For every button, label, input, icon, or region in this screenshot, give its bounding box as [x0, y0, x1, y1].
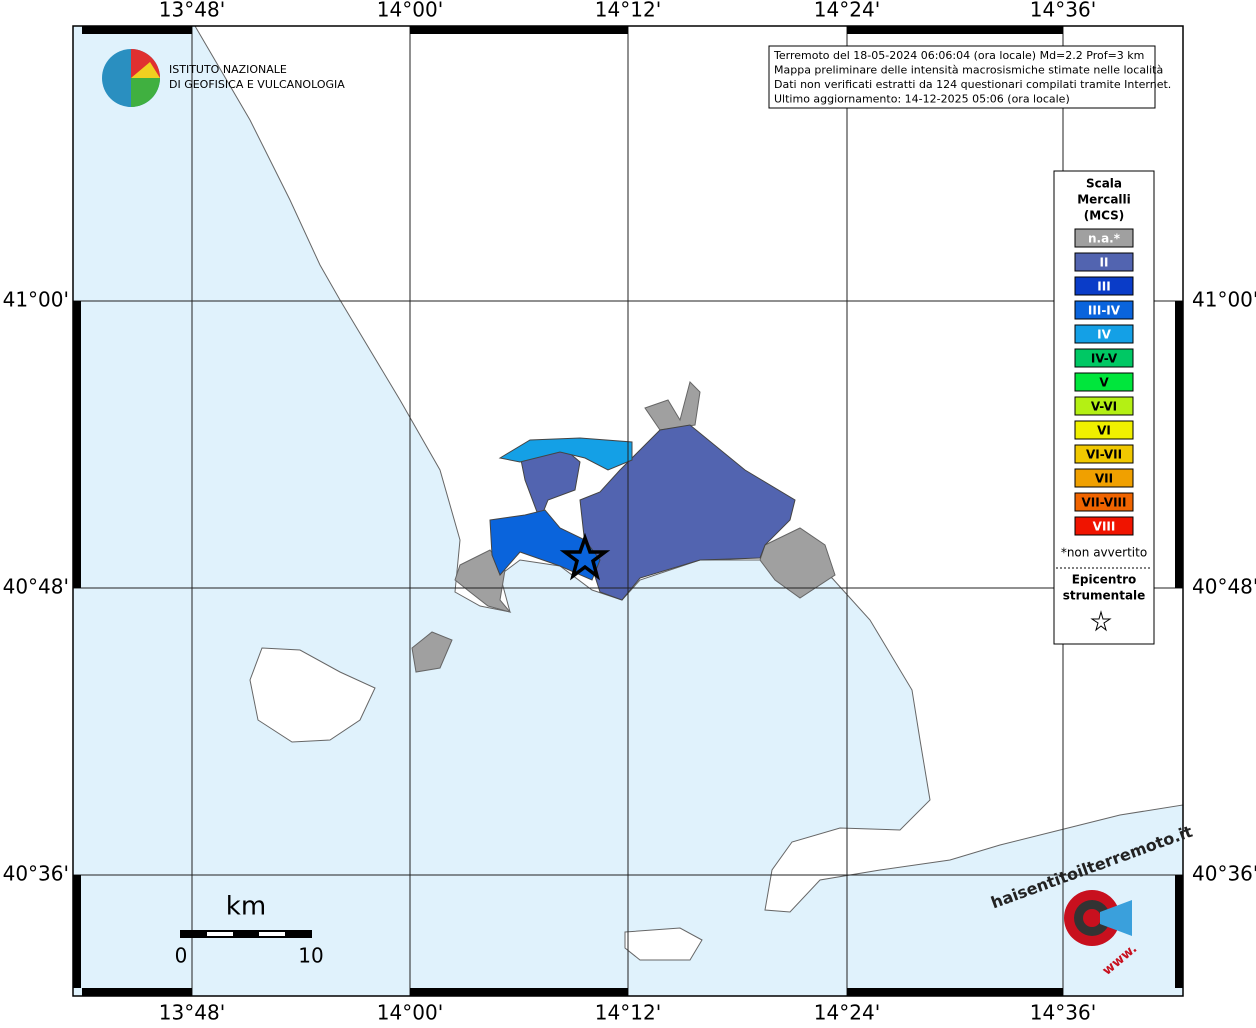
- legend-swatch: [1074, 300, 1134, 320]
- lat-tick-label: 40°36': [3, 862, 69, 886]
- info-line: Terremoto del 18-05-2024 06:06:04 (ora l…: [773, 49, 1144, 62]
- lon-tick-label: 14°12': [595, 0, 661, 22]
- ingv-logo: ISTITUTO NAZIONALE DI GEOFISICA E VULCAN…: [102, 49, 345, 107]
- legend-label: II: [1100, 256, 1109, 270]
- legend-swatch: [1074, 372, 1134, 392]
- lon-tick-label: 14°24': [814, 0, 880, 22]
- frame: [72, 25, 1184, 997]
- region-ii: [579, 424, 796, 601]
- scale-label: 10: [298, 944, 323, 968]
- lon-tick-label: 13°48': [159, 1001, 225, 1025]
- legend-epicenter: strumentale: [1063, 589, 1146, 603]
- lat-tick-label: 41°00': [3, 288, 69, 312]
- island-capri: [624, 927, 703, 961]
- legend: ScalaMercalli(MCS)n.a.*IIIIIIII-IVIVIV-V…: [1074, 177, 1134, 536]
- scale-label: 0: [175, 944, 188, 968]
- lat-tick-label: 41°00': [1192, 288, 1256, 312]
- legend-label: VII: [1095, 472, 1113, 486]
- lon-tick-label: 13°48': [159, 0, 225, 22]
- info-line: Ultimo aggiornamento: 14-12-2025 05:06 (…: [774, 93, 1070, 106]
- legend-label: VIII: [1093, 520, 1116, 534]
- graticule: [73, 26, 1183, 996]
- legend-swatch: [1074, 348, 1134, 368]
- legend-title: Mercalli: [1077, 193, 1131, 207]
- legend-swatch: [1074, 324, 1134, 344]
- scale-bar: km 0 10: [175, 892, 324, 968]
- legend-label: III-IV: [1088, 304, 1121, 318]
- lon-tick-label: 14°36': [1030, 0, 1096, 22]
- lon-tick-label: 14°12': [595, 1001, 661, 1025]
- legend-star: [1090, 610, 1112, 632]
- lon-tick-label: 14°36': [1030, 1001, 1096, 1025]
- legend-label: VII-VIII: [1081, 496, 1126, 510]
- legend-label: IV-V: [1091, 352, 1118, 366]
- legend-label: V-VI: [1091, 400, 1117, 414]
- legend-swatch: [1074, 516, 1134, 536]
- lon-tick-label: 14°00': [377, 1001, 443, 1025]
- island-procida: [411, 631, 453, 673]
- info-line: Mappa preliminare delle intensità macros…: [774, 64, 1163, 77]
- legend-note: *non avvertito: [1061, 546, 1147, 560]
- info-text: Terremoto del 18-05-2024 06:06:04 (ora l…: [773, 49, 1171, 106]
- legend-title: (MCS): [1084, 209, 1125, 223]
- legend-swatch: [1074, 252, 1134, 272]
- legend-epicenter: Epicentro: [1072, 573, 1137, 587]
- region-iv: [498, 437, 633, 471]
- legend-label: VI: [1097, 424, 1111, 438]
- scale-unit: km: [226, 892, 266, 922]
- region-na: [759, 527, 836, 599]
- lon-tick-label: 14°24': [814, 1001, 880, 1025]
- legend-swatch: [1074, 396, 1134, 416]
- legend-swatch: [1074, 468, 1134, 488]
- legend-swatch: [1074, 276, 1134, 296]
- lat-tick-label: 40°36': [1192, 862, 1256, 886]
- lon-tick-label: 14°00': [377, 0, 443, 22]
- legend-label: V: [1099, 376, 1109, 390]
- lat-tick-label: 40°48': [1192, 575, 1256, 599]
- legend-label: IV: [1097, 328, 1111, 342]
- island-ischia: [249, 647, 376, 743]
- legend-label: III: [1097, 280, 1110, 294]
- legend-swatch: [1074, 492, 1134, 512]
- legend-swatch: [1074, 444, 1134, 464]
- info-line: Dati non verificati estratti da 124 ques…: [774, 78, 1171, 91]
- legend-title: Scala: [1086, 177, 1122, 191]
- epicenter-star: [559, 532, 611, 581]
- info-box: [768, 45, 1156, 109]
- legend-swatch: [1074, 228, 1134, 248]
- legend-label: n.a.*: [1088, 232, 1121, 246]
- logo-text: DI GEOFISICA E VULCANOLOGIA: [169, 78, 345, 91]
- legend-swatch: [1074, 420, 1134, 440]
- legend-label: VI-VII: [1086, 448, 1122, 462]
- logo-text: ISTITUTO NAZIONALE: [169, 63, 287, 76]
- lat-tick-label: 40°48': [3, 575, 69, 599]
